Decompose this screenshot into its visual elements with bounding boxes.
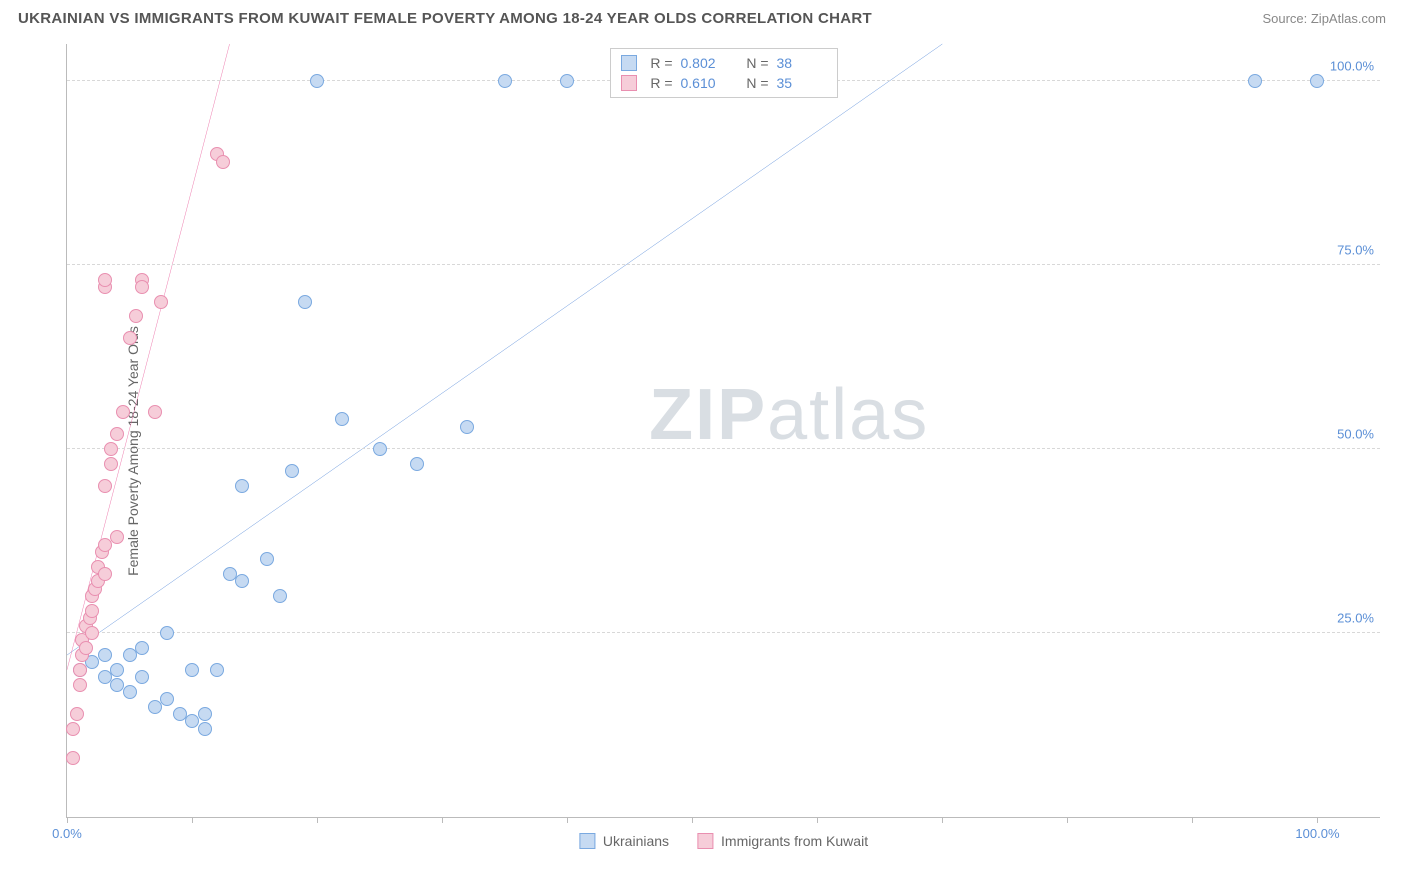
source-link[interactable]: ZipAtlas.com [1311, 11, 1386, 26]
data-point [1310, 74, 1324, 88]
data-point [73, 663, 87, 677]
data-point [98, 538, 112, 552]
legend-bottom-label-1: Immigrants from Kuwait [721, 833, 868, 849]
data-point [110, 427, 124, 441]
n-value-1: 35 [777, 75, 827, 91]
x-tick [692, 817, 693, 823]
x-tick-label: 100.0% [1295, 826, 1339, 841]
x-tick [817, 817, 818, 823]
data-point [235, 479, 249, 493]
watermark: ZIPatlas [649, 374, 929, 456]
data-point [110, 663, 124, 677]
data-point [160, 626, 174, 640]
x-tick [192, 817, 193, 823]
data-point [1248, 74, 1262, 88]
data-point [98, 648, 112, 662]
x-tick [1192, 817, 1193, 823]
x-tick [1067, 817, 1068, 823]
source-prefix: Source: [1262, 11, 1310, 26]
data-point [135, 280, 149, 294]
data-point [85, 604, 99, 618]
data-point [135, 670, 149, 684]
data-point [235, 574, 249, 588]
gridline [67, 264, 1380, 265]
legend-row-series-0: R = 0.802 N = 38 [621, 53, 827, 73]
data-point [98, 479, 112, 493]
legend-swatch-1 [621, 75, 637, 91]
data-point [66, 722, 80, 736]
correlation-legend: R = 0.802 N = 38 R = 0.610 N = 35 [610, 48, 838, 98]
data-point [70, 707, 84, 721]
data-point [285, 464, 299, 478]
data-point [98, 273, 112, 287]
data-point [104, 442, 118, 456]
x-tick [442, 817, 443, 823]
data-point [79, 641, 93, 655]
chart-title: UKRAINIAN VS IMMIGRANTS FROM KUWAIT FEMA… [18, 10, 872, 27]
data-point [123, 685, 137, 699]
data-point [310, 74, 324, 88]
y-tick-label: 75.0% [1337, 242, 1374, 257]
x-tick [67, 817, 68, 823]
source-attribution: Source: ZipAtlas.com [1262, 11, 1386, 26]
data-point [123, 648, 137, 662]
data-point [148, 700, 162, 714]
data-point [104, 457, 118, 471]
series-legend: Ukrainians Immigrants from Kuwait [579, 833, 868, 849]
x-tick [1317, 817, 1318, 823]
r-value-1: 0.610 [681, 75, 731, 91]
legend-swatch-0 [621, 55, 637, 71]
gridline [67, 448, 1380, 449]
r-value-0: 0.802 [681, 55, 731, 71]
data-point [498, 74, 512, 88]
data-point [273, 589, 287, 603]
data-point [410, 457, 424, 471]
data-point [123, 331, 137, 345]
trend-line [67, 44, 230, 670]
plot-area: ZIPatlas R = 0.802 N = 38 R = 0.610 N = … [66, 44, 1380, 818]
data-point [66, 751, 80, 765]
chart-container: Female Poverty Among 18-24 Year Olds ZIP… [18, 40, 1388, 862]
x-tick [317, 817, 318, 823]
x-tick [567, 817, 568, 823]
data-point [373, 442, 387, 456]
gridline [67, 632, 1380, 633]
data-point [260, 552, 274, 566]
data-point [298, 295, 312, 309]
legend-item-1: Immigrants from Kuwait [697, 833, 868, 849]
data-point [116, 405, 130, 419]
data-point [198, 707, 212, 721]
y-tick-label: 25.0% [1337, 610, 1374, 625]
data-point [185, 663, 199, 677]
y-tick-label: 100.0% [1330, 58, 1374, 73]
trend-line [67, 44, 942, 655]
data-point [210, 663, 224, 677]
legend-item-0: Ukrainians [579, 833, 669, 849]
trend-lines [67, 44, 1380, 817]
data-point [335, 412, 349, 426]
chart-header: UKRAINIAN VS IMMIGRANTS FROM KUWAIT FEMA… [0, 0, 1406, 35]
legend-bottom-swatch-0 [579, 833, 595, 849]
data-point [148, 405, 162, 419]
data-point [85, 626, 99, 640]
data-point [560, 74, 574, 88]
legend-row-series-1: R = 0.610 N = 35 [621, 73, 827, 93]
n-value-0: 38 [777, 55, 827, 71]
legend-bottom-swatch-1 [697, 833, 713, 849]
data-point [73, 678, 87, 692]
x-tick [942, 817, 943, 823]
data-point [129, 309, 143, 323]
legend-bottom-label-0: Ukrainians [603, 833, 669, 849]
data-point [198, 722, 212, 736]
x-tick-label: 0.0% [52, 826, 82, 841]
data-point [460, 420, 474, 434]
data-point [135, 641, 149, 655]
data-point [160, 692, 174, 706]
data-point [216, 155, 230, 169]
y-tick-label: 50.0% [1337, 426, 1374, 441]
data-point [110, 530, 124, 544]
data-point [98, 567, 112, 581]
data-point [154, 295, 168, 309]
